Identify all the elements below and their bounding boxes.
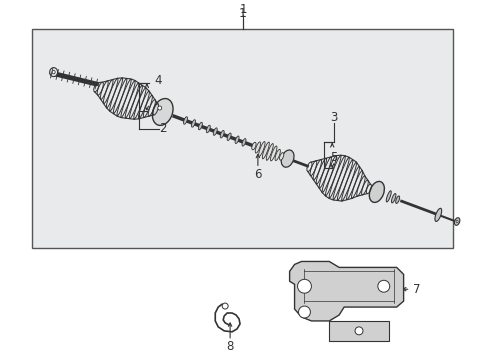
- Text: 1: 1: [239, 7, 247, 20]
- Text: 3: 3: [331, 111, 338, 124]
- Ellipse shape: [270, 146, 277, 161]
- Ellipse shape: [281, 150, 294, 167]
- Ellipse shape: [259, 141, 265, 157]
- Ellipse shape: [369, 181, 384, 202]
- Text: 1: 1: [239, 3, 247, 16]
- Ellipse shape: [49, 68, 58, 77]
- Ellipse shape: [213, 128, 217, 135]
- Ellipse shape: [454, 218, 460, 225]
- Text: 7: 7: [413, 283, 420, 296]
- Ellipse shape: [184, 117, 188, 124]
- Polygon shape: [95, 78, 158, 119]
- Ellipse shape: [220, 130, 224, 138]
- Ellipse shape: [158, 106, 162, 110]
- Text: 2: 2: [159, 122, 166, 135]
- Ellipse shape: [242, 139, 246, 146]
- Ellipse shape: [198, 122, 202, 130]
- Ellipse shape: [255, 142, 261, 153]
- Ellipse shape: [297, 279, 312, 293]
- Ellipse shape: [52, 70, 55, 74]
- Ellipse shape: [222, 303, 228, 309]
- Ellipse shape: [435, 208, 441, 221]
- Ellipse shape: [152, 99, 173, 125]
- Bar: [32, 30, 453, 248]
- Ellipse shape: [456, 220, 458, 223]
- Ellipse shape: [266, 144, 273, 160]
- Polygon shape: [290, 261, 404, 321]
- Ellipse shape: [392, 194, 396, 203]
- Text: 4: 4: [154, 73, 162, 86]
- Text: 8: 8: [226, 340, 234, 353]
- Ellipse shape: [192, 120, 196, 127]
- Ellipse shape: [378, 280, 390, 292]
- Ellipse shape: [298, 306, 311, 318]
- Ellipse shape: [227, 133, 231, 140]
- Ellipse shape: [262, 142, 270, 159]
- Ellipse shape: [396, 196, 400, 203]
- Ellipse shape: [206, 125, 210, 133]
- Text: 5: 5: [331, 151, 338, 164]
- Ellipse shape: [386, 191, 391, 202]
- Polygon shape: [308, 155, 370, 201]
- Ellipse shape: [252, 142, 256, 150]
- Ellipse shape: [279, 153, 284, 160]
- Ellipse shape: [275, 149, 280, 161]
- Text: 6: 6: [254, 168, 262, 181]
- Bar: [329, 321, 389, 341]
- Ellipse shape: [355, 327, 363, 335]
- Ellipse shape: [235, 136, 239, 144]
